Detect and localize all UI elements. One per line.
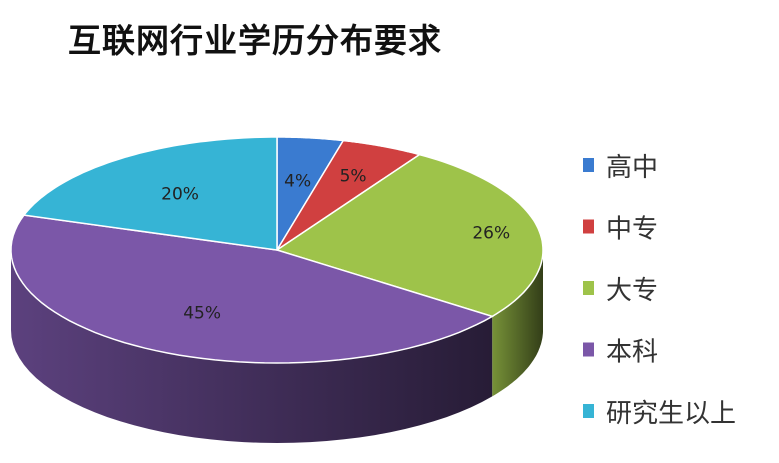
data-label: 26%: [472, 224, 510, 244]
pie-slice-1[interactable]: [276, 139, 422, 251]
pie-slice-3[interactable]: [10, 214, 495, 364]
data-label: 20%: [161, 184, 199, 204]
legend-swatch: [583, 281, 594, 295]
legend-swatch: [583, 342, 594, 357]
legend-label: 本科: [606, 338, 658, 368]
data-label: 4%: [284, 171, 311, 191]
chart-title: 互联网行业学历分布要求: [68, 21, 442, 60]
pie-slice-4[interactable]: [22, 136, 278, 251]
pie-side-2: [492, 250, 543, 397]
legend-label: 中专: [606, 215, 658, 245]
legend-swatch: [583, 219, 594, 234]
legend-label: 大专: [606, 276, 658, 306]
legend-label: 研究生以上: [606, 399, 736, 429]
pie-slice-2[interactable]: [275, 153, 544, 318]
legend-label: 高中: [606, 153, 658, 183]
legend-swatch: [583, 404, 594, 418]
pie-side-3: [11, 250, 493, 443]
data-label: 45%: [183, 303, 221, 323]
legend-swatch: [583, 158, 594, 172]
data-label: 5%: [340, 166, 367, 186]
